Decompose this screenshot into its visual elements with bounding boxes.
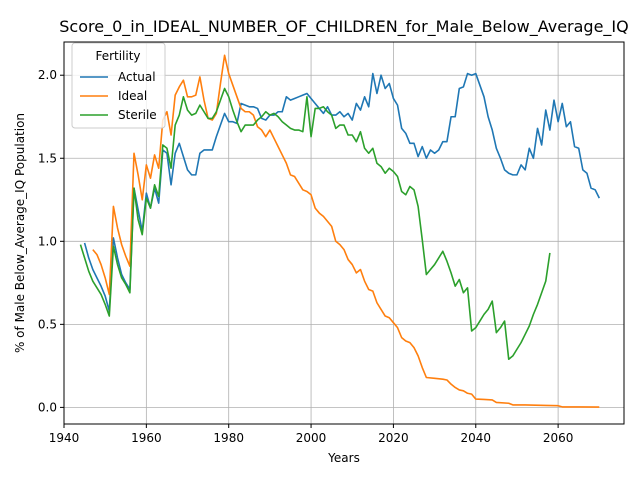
legend: Fertility Actual Ideal Sterile: [71, 42, 166, 129]
series-line-actual: [83, 72, 601, 312]
y-tick-label: 0.0: [38, 400, 57, 414]
y-tick-label: 0.5: [38, 317, 57, 331]
legend-entries: Actual Ideal Sterile: [80, 70, 157, 122]
series-line-sterile: [79, 87, 551, 361]
legend-title: Fertility: [95, 49, 140, 63]
legend-label-actual: Actual: [118, 70, 156, 84]
x-tick-label: 1960: [131, 431, 162, 445]
x-axis-ticks: 1940 1960 1980 2000 2020 2040 2060: [49, 424, 574, 445]
x-tick-label: 2060: [543, 431, 574, 445]
x-axis-label: Years: [327, 451, 360, 465]
x-tick-label: 1980: [213, 431, 244, 445]
x-tick-label: 2020: [378, 431, 409, 445]
y-axis-label: % of Male Below_Average_IQ Population: [13, 113, 27, 353]
y-axis-ticks: 0.0 0.5 1.0 1.5 2.0: [38, 68, 64, 414]
x-tick-label: 2000: [296, 431, 327, 445]
grid: [63, 42, 624, 424]
y-tick-label: 2.0: [38, 68, 57, 82]
chart-title: Score_0_in_IDEAL_NUMBER_OF_CHILDREN_for_…: [59, 17, 628, 37]
legend-box: [71, 42, 166, 129]
y-tick-label: 1.0: [38, 234, 57, 248]
legend-label-sterile: Sterile: [118, 108, 157, 122]
x-tick-label: 2040: [460, 431, 491, 445]
x-tick-label: 1940: [49, 431, 80, 445]
legend-label-ideal: Ideal: [118, 89, 147, 103]
y-tick-label: 1.5: [38, 151, 57, 165]
plot-frame: [63, 41, 625, 425]
